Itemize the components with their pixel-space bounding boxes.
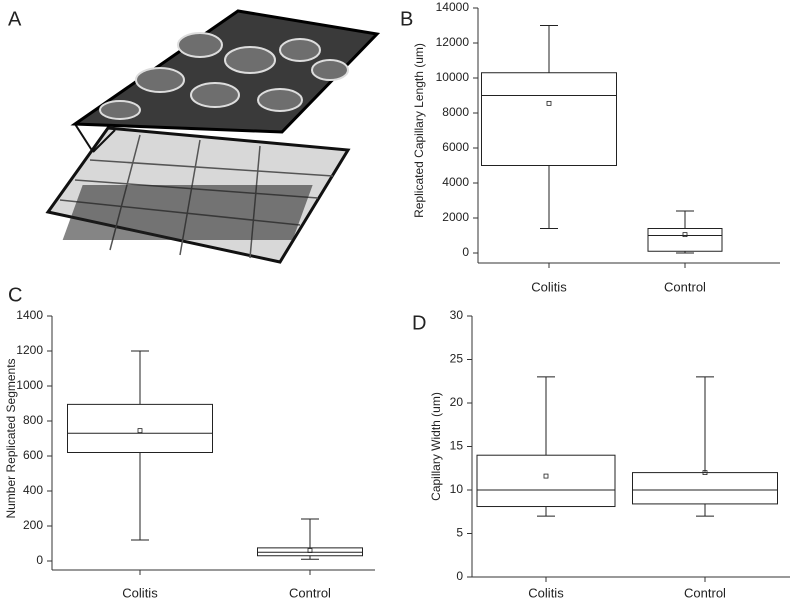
- x-tick-label: Colitis: [528, 585, 564, 600]
- y-axis-title: Replicated Capillary Length (um): [412, 43, 426, 218]
- x-tick-label: Control: [684, 585, 726, 600]
- render-image: [45, 9, 381, 264]
- y-tick-label: 200: [23, 518, 43, 532]
- panel-label: A: [8, 8, 22, 30]
- y-tick-label: 800: [23, 413, 43, 427]
- y-tick-label: 600: [23, 448, 43, 462]
- y-tick-label: 8000: [442, 105, 469, 119]
- y-tick-label: 30: [450, 308, 464, 322]
- y-tick-label: 2000: [442, 210, 469, 224]
- mean-marker: [702, 470, 708, 476]
- x-tick-label: Colitis: [122, 585, 158, 600]
- y-tick-label: 10: [450, 482, 464, 496]
- y-tick-label: 15: [450, 439, 464, 453]
- x-tick-label: Control: [664, 279, 706, 294]
- mean-marker: [137, 428, 143, 434]
- y-tick-label: 0: [36, 553, 43, 567]
- y-axis-title: Capillary Width (um): [429, 392, 443, 501]
- panel-label: D: [412, 312, 426, 334]
- y-tick-label: 20: [450, 395, 464, 409]
- y-tick-label: 6000: [442, 140, 469, 154]
- y-tick-label: 25: [450, 352, 464, 366]
- mean-marker: [543, 473, 549, 479]
- box: [632, 472, 778, 505]
- y-tick-label: 1200: [16, 343, 43, 357]
- y-tick-label: 4000: [442, 175, 469, 189]
- y-tick-label: 400: [23, 483, 43, 497]
- y-tick-label: 5: [456, 526, 463, 540]
- y-tick-label: 14000: [436, 0, 470, 14]
- panel-label: C: [8, 284, 22, 306]
- panel-label: B: [400, 8, 413, 30]
- box: [647, 228, 723, 252]
- y-axis-title: Number Replicated Segments: [4, 358, 18, 518]
- x-tick-label: Colitis: [531, 279, 567, 294]
- box: [476, 454, 616, 508]
- box: [481, 72, 617, 166]
- mean-marker: [307, 548, 313, 553]
- y-tick-label: 1000: [16, 378, 43, 392]
- box: [67, 403, 213, 453]
- y-tick-label: 0: [462, 245, 469, 259]
- mean-marker: [682, 232, 688, 238]
- x-tick-label: Control: [289, 585, 331, 600]
- y-tick-label: 1400: [16, 308, 43, 322]
- mean-marker: [546, 100, 552, 106]
- y-tick-label: 0: [456, 569, 463, 583]
- y-tick-label: 12000: [436, 35, 470, 49]
- y-tick-label: 10000: [436, 70, 470, 84]
